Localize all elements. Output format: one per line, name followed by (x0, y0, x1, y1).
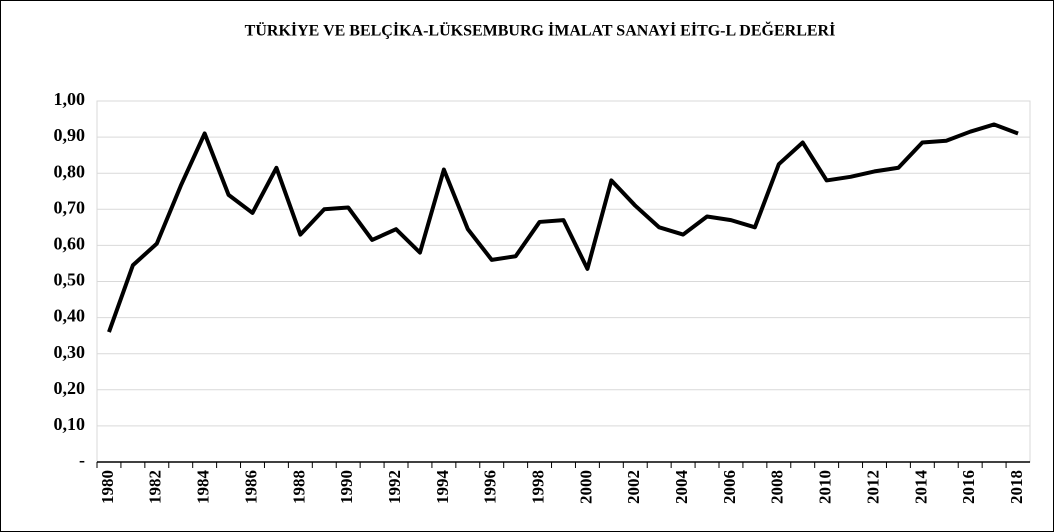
x-tick-label: 2000 (576, 470, 595, 504)
x-tick-label: 1990 (337, 470, 356, 504)
y-tick-label: 0,30 (54, 342, 86, 362)
x-tick-label: 2004 (672, 470, 691, 505)
x-tick-label: 1982 (146, 470, 165, 504)
x-tick-label: 1992 (385, 470, 404, 504)
x-tick-label: 1984 (194, 470, 213, 505)
x-tick-label: 2012 (863, 470, 882, 504)
y-tick-label: 1,00 (54, 89, 86, 109)
y-tick-label: 0,60 (54, 234, 86, 254)
y-tick-label: 0,20 (54, 378, 86, 398)
y-tick-label: - (79, 450, 85, 470)
x-tick-label: 1988 (289, 470, 308, 504)
x-tick-label: 1996 (481, 470, 500, 504)
x-tick-label: 1994 (433, 470, 452, 505)
y-tick-label: 0,40 (54, 306, 86, 326)
series-line (107, 122, 1019, 333)
y-tick-label: 0,70 (54, 197, 86, 217)
chart-title: TÜRKİYE VE BELÇİKA-LÜKSEMBURG İMALAT SAN… (245, 21, 836, 40)
x-tick-label: 1986 (241, 470, 260, 504)
x-tick-label: 2002 (624, 470, 643, 504)
x-tick-label: 1980 (98, 470, 117, 504)
y-tick-label: 0,10 (54, 414, 86, 434)
x-tick-label: 2016 (959, 470, 978, 504)
y-tick-label: 0,80 (54, 161, 86, 181)
x-tick-label: 2018 (1007, 470, 1026, 504)
x-tick-label: 2010 (816, 470, 835, 504)
x-tick-label: 2006 (720, 470, 739, 504)
y-tick-label: 0,50 (54, 270, 86, 290)
y-tick-label: 0,90 (54, 125, 86, 145)
x-tick-label: 2008 (768, 470, 787, 504)
x-tick-label: 2014 (911, 470, 930, 505)
x-tick-label: 1998 (528, 470, 547, 504)
